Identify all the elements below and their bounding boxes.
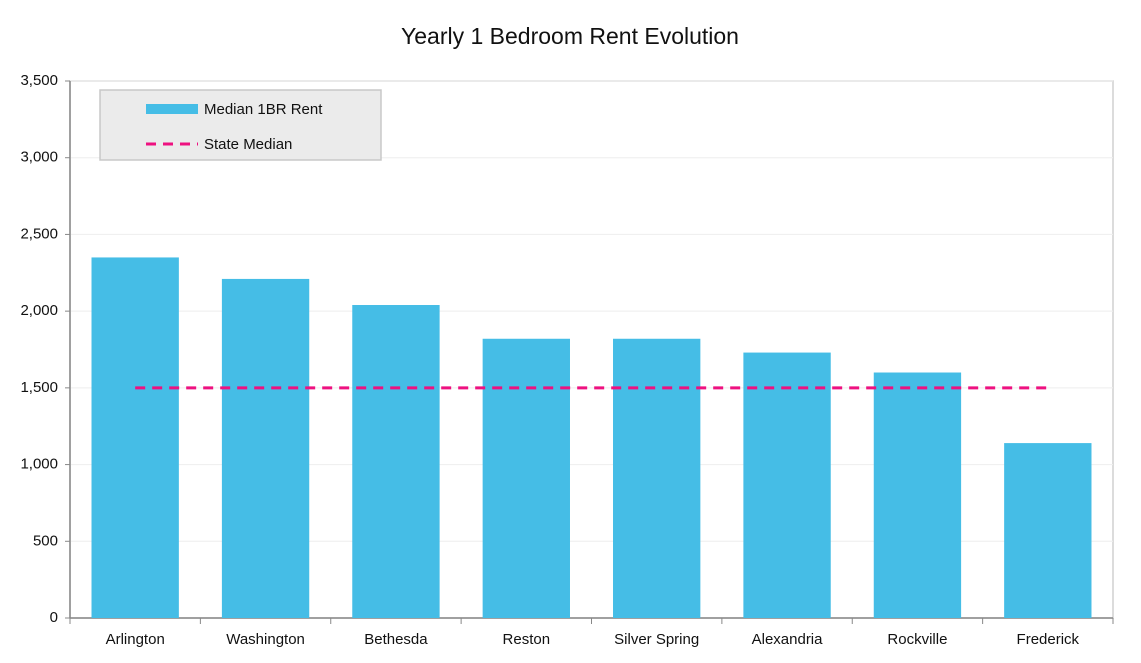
bar bbox=[221, 278, 310, 618]
bar bbox=[873, 372, 962, 618]
x-tick-label: Silver Spring bbox=[614, 631, 699, 648]
y-tick-label: 500 bbox=[33, 532, 58, 549]
legend-label: Median 1BR Rent bbox=[204, 101, 323, 118]
y-tick-label: 3,500 bbox=[20, 72, 58, 89]
y-tick-label: 1,500 bbox=[20, 379, 58, 396]
bar bbox=[1004, 443, 1092, 618]
legend-box bbox=[99, 89, 382, 161]
y-tick-label: 2,000 bbox=[20, 302, 58, 319]
bar bbox=[482, 338, 570, 618]
bar bbox=[613, 338, 701, 618]
bar bbox=[91, 257, 179, 618]
y-tick-label: 3,000 bbox=[20, 149, 58, 166]
x-tick-label: Rockville bbox=[887, 631, 947, 648]
legend-label: State Median bbox=[204, 136, 292, 153]
chart-title: Yearly 1 Bedroom Rent Evolution bbox=[401, 23, 739, 49]
bar bbox=[743, 352, 831, 618]
legend-swatch bbox=[146, 104, 198, 114]
bar bbox=[352, 305, 440, 618]
y-tick-label: 0 bbox=[50, 609, 58, 626]
y-tick-label: 2,500 bbox=[20, 225, 58, 242]
x-tick-label: Arlington bbox=[106, 631, 165, 648]
x-tick-label: Bethesda bbox=[364, 631, 428, 648]
x-tick-label: Alexandria bbox=[752, 631, 824, 648]
y-tick-label: 1,000 bbox=[20, 456, 58, 473]
x-tick-label: Washington bbox=[226, 631, 305, 648]
x-tick-label: Frederick bbox=[1017, 631, 1080, 648]
x-tick-label: Reston bbox=[503, 631, 551, 648]
